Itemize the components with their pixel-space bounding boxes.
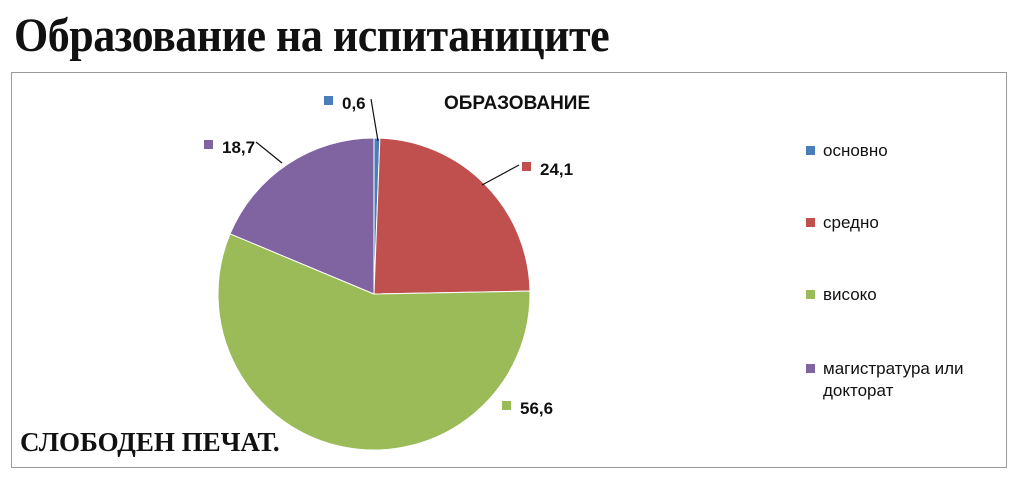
legend-item: магистратура или докторат [806, 358, 993, 402]
legend-swatch [806, 218, 815, 227]
data-label-swatch [204, 140, 213, 149]
slice-visoko [217, 233, 531, 451]
label-magistratura: 18,7 [222, 138, 255, 157]
page-title: Образование на испитаниците [14, 9, 610, 63]
leader-line [370, 98, 379, 142]
slice-sredno [373, 137, 531, 295]
leader-line [255, 141, 283, 164]
data-label-swatch [502, 401, 511, 410]
chart-frame: ОБРАЗОВАНИЕ 0,6 24,1 56,6 18,7 [11, 72, 1007, 468]
label-visoko: 56,6 [520, 399, 553, 418]
legend-item: средно [806, 212, 879, 234]
legend-swatch [806, 146, 815, 155]
label-osnovno: 0,6 [342, 94, 366, 113]
legend-label: основно [823, 141, 888, 160]
legend-item: високо [806, 284, 877, 306]
legend-item: основно [806, 140, 888, 162]
legend-label: магистратура или докторат [823, 359, 964, 400]
legend-swatch [806, 290, 815, 299]
pie-chart: ОБРАЗОВАНИЕ 0,6 24,1 56,6 18,7 [204, 93, 590, 451]
legend-label: високо [823, 285, 877, 304]
slice-magistratura [229, 137, 375, 295]
label-sredno: 24,1 [540, 160, 573, 179]
leader-line [481, 164, 520, 186]
chart-title: ОБРАЗОВАНИЕ [444, 93, 590, 114]
data-label-swatch [522, 162, 531, 171]
legend-label: средно [823, 213, 879, 232]
legend-swatch [806, 364, 815, 373]
publisher-watermark: СЛОБОДЕН ПЕЧАТ. [20, 427, 280, 457]
data-label-swatch [324, 96, 333, 105]
